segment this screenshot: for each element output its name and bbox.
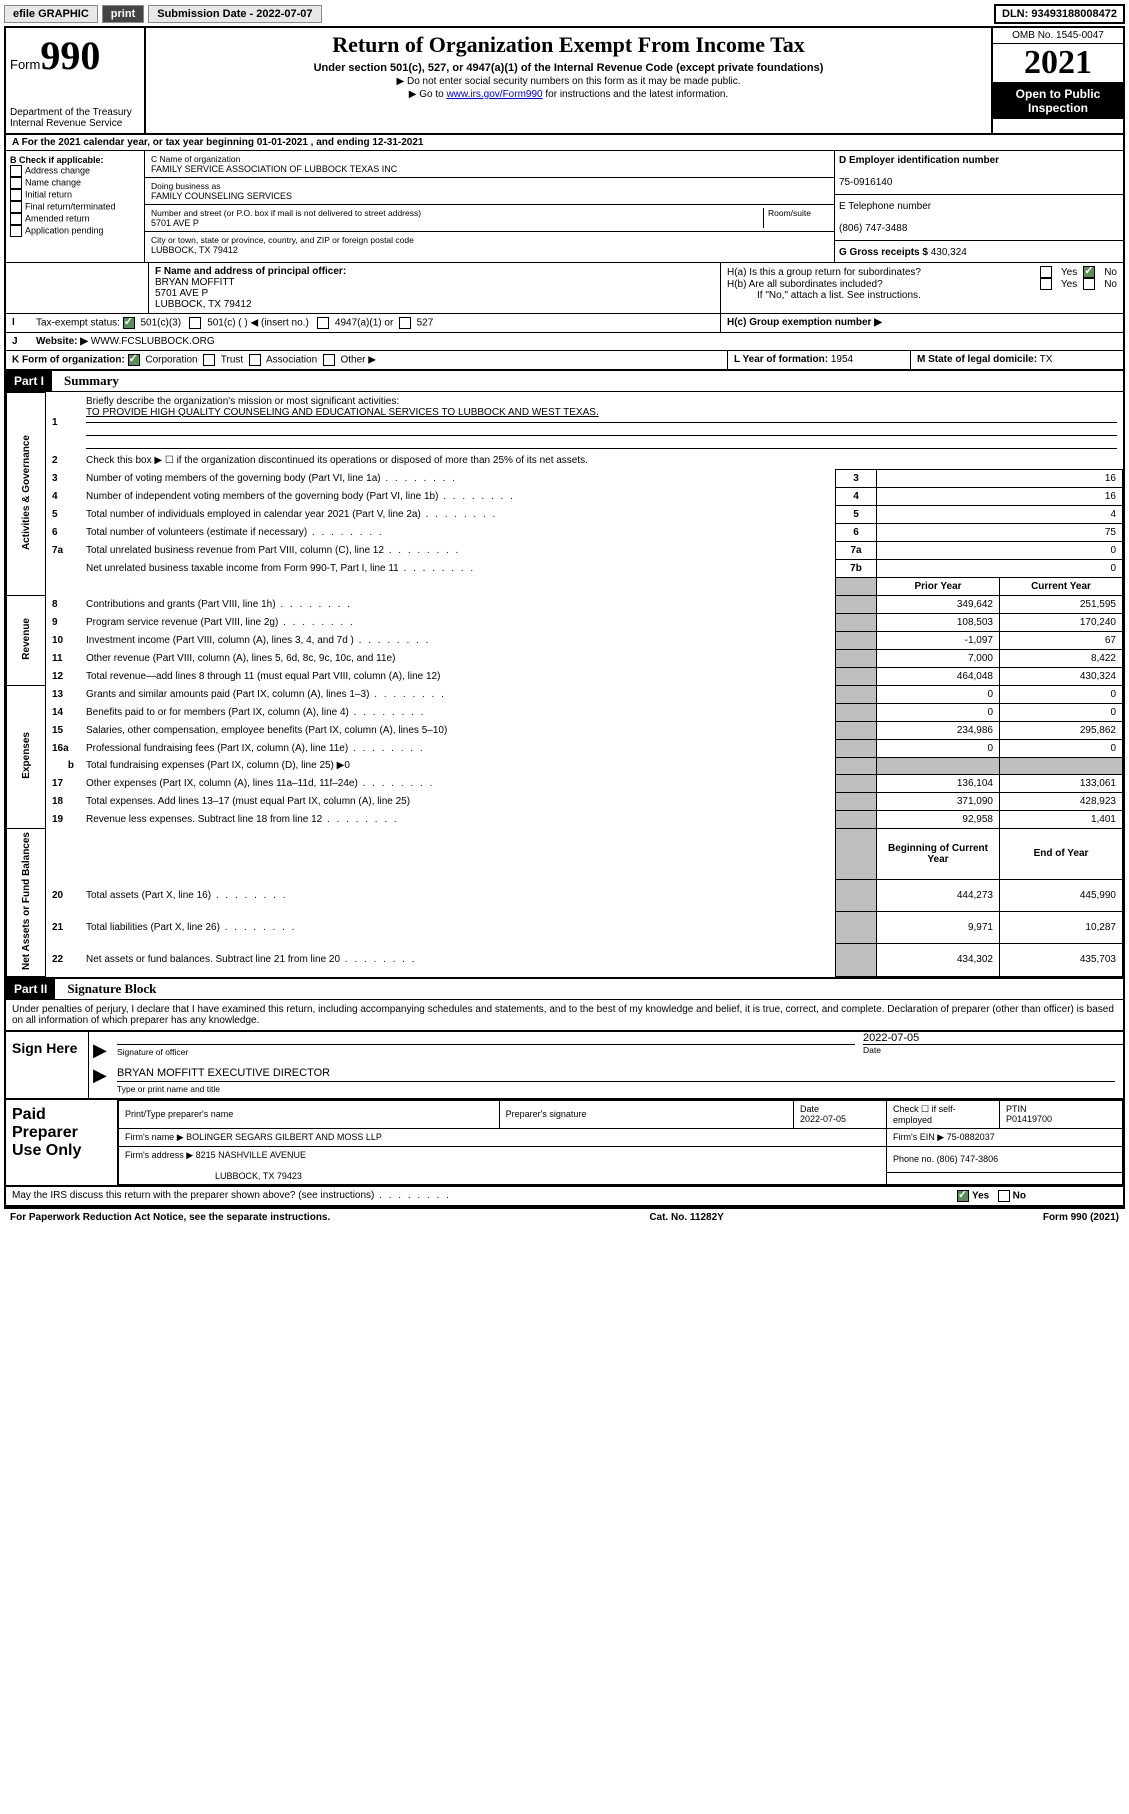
perjury-text: Under penalties of perjury, I declare th… <box>6 1000 1123 1030</box>
row-k: K Form of organization: Corporation Trus… <box>6 351 728 369</box>
tab-netassets: Net Assets or Fund Balances <box>21 832 32 970</box>
print-button[interactable]: print <box>102 5 144 23</box>
arrow-icon: ▶ <box>93 1065 107 1086</box>
irs-label: Internal Revenue Service <box>10 118 140 129</box>
efile-label: efile GRAPHIC <box>4 5 98 23</box>
box-right: D Employer identification number 75-0916… <box>835 151 1123 262</box>
paid-preparer-label: Paid Preparer Use Only <box>6 1100 118 1185</box>
tab-revenue: Revenue <box>21 618 32 660</box>
row-l: L Year of formation: 1954 <box>728 351 911 369</box>
arrow-icon: ▶ <box>93 1040 107 1061</box>
dln-label: DLN: 93493188008472 <box>994 4 1125 24</box>
form-title: Return of Organization Exempt From Incom… <box>154 32 983 58</box>
org-name: FAMILY SERVICE ASSOCIATION OF LUBBOCK TE… <box>151 164 397 174</box>
tab-expenses: Expenses <box>21 732 32 779</box>
part1-header: Part I <box>6 371 52 391</box>
form-number: 990 <box>40 33 100 78</box>
submission-date: Submission Date - 2022-07-07 <box>148 5 321 23</box>
gross-receipts: 430,324 <box>931 247 967 258</box>
top-toolbar: efile GRAPHIC print Submission Date - 20… <box>4 4 1125 24</box>
row-j: Website: ▶ WWW.FCSLUBBOCK.ORG <box>30 333 1123 350</box>
dept-treasury: Department of the Treasury <box>10 107 140 118</box>
ein: 75-0916140 <box>839 177 892 188</box>
form-subtitle-1: Under section 501(c), 527, or 4947(a)(1)… <box>154 62 983 74</box>
tab-activities: Activities & Governance <box>21 435 32 550</box>
part1-title: Summary <box>52 373 119 389</box>
part2-header: Part II <box>6 979 55 999</box>
row-i: Tax-exempt status: 501(c)(3) 501(c) ( ) … <box>30 314 721 332</box>
officer-name: BRYAN MOFFITT EXECUTIVE DIRECTOR <box>117 1067 330 1079</box>
box-h: H(a) Is this a group return for subordin… <box>721 263 1123 313</box>
box-hc: H(c) Group exemption number ▶ <box>721 314 1123 332</box>
sign-here-label: Sign Here <box>6 1032 89 1098</box>
firm-name: BOLINGER SEGARS GILBERT AND MOSS LLP <box>186 1132 382 1142</box>
box-c: C Name of organization FAMILY SERVICE AS… <box>145 151 835 262</box>
form-ref: Form 990 (2021) <box>1043 1212 1119 1223</box>
org-city: LUBBOCK, TX 79412 <box>151 245 238 255</box>
org-street: 5701 AVE P <box>151 218 199 228</box>
firm-phone: (806) 747-3806 <box>937 1154 999 1164</box>
tax-year: 2021 <box>993 43 1123 83</box>
mission-text: TO PROVIDE HIGH QUALITY COUNSELING AND E… <box>86 407 599 418</box>
cat-no: Cat. No. 11282Y <box>649 1212 723 1223</box>
row-a-tax-year: A For the 2021 calendar year, or tax yea… <box>6 135 1123 151</box>
part2-title: Signature Block <box>55 981 156 997</box>
form-subtitle-3: ▶ Go to www.irs.gov/Form990 for instruct… <box>154 89 983 100</box>
paperwork-notice: For Paperwork Reduction Act Notice, see … <box>10 1212 330 1223</box>
form-word: Form <box>10 57 40 72</box>
phone: (806) 747-3488 <box>839 223 907 234</box>
omb-number: OMB No. 1545-0047 <box>993 28 1123 43</box>
irs-link[interactable]: www.irs.gov/Form990 <box>446 89 542 100</box>
firm-ein: 75-0882037 <box>947 1132 995 1142</box>
header-center: Return of Organization Exempt From Incom… <box>146 28 991 133</box>
header-left: Form990 Department of the Treasury Inter… <box>6 28 146 133</box>
discuss-question: May the IRS discuss this return with the… <box>6 1187 951 1205</box>
form-subtitle-2: ▶ Do not enter social security numbers o… <box>154 76 983 87</box>
row-m: M State of legal domicile: TX <box>911 351 1123 369</box>
website: WWW.FCSLUBBOCK.ORG <box>91 336 215 347</box>
box-f: F Name and address of principal officer:… <box>149 263 721 313</box>
open-public: Open to Public Inspection <box>993 83 1123 119</box>
dba-name: FAMILY COUNSELING SERVICES <box>151 191 292 201</box>
ptin: P01419700 <box>1006 1114 1052 1124</box>
box-b: B Check if applicable: Address change Na… <box>6 151 145 262</box>
header-right: OMB No. 1545-0047 2021 Open to Public In… <box>991 28 1123 133</box>
